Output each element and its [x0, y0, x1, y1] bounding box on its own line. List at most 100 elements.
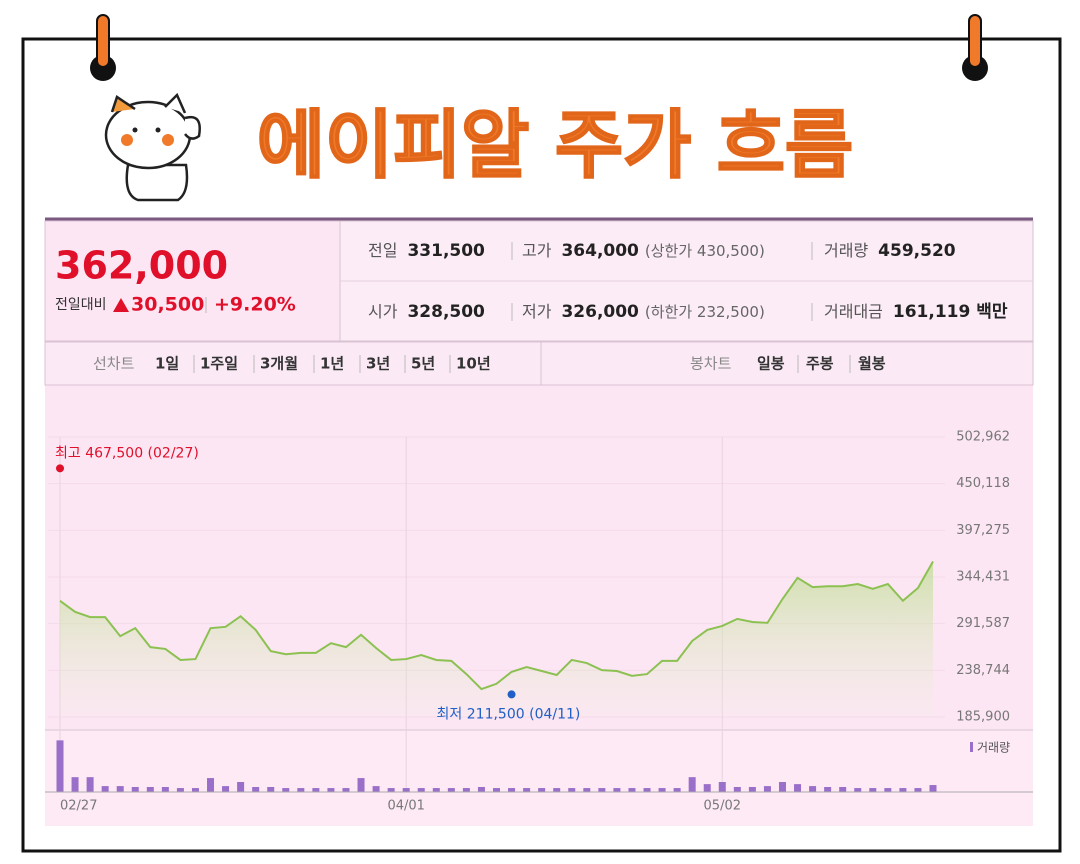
volume-bar — [794, 784, 802, 792]
volume-bar — [854, 788, 862, 792]
volume-bar — [899, 788, 907, 792]
volume-bar — [191, 788, 199, 792]
volume-bar — [538, 788, 546, 792]
info-value: 326,000 — [561, 302, 639, 322]
volume-bar — [357, 778, 365, 792]
y-tick-label: 185,900 — [956, 710, 1010, 725]
info-value: 161,119 백만 — [893, 302, 1008, 322]
volume-bar — [748, 787, 756, 792]
price: 362,000 — [55, 244, 228, 288]
change-pct: +9.20% — [214, 294, 296, 316]
volume-bar — [267, 787, 275, 792]
change: 30,500 — [131, 294, 204, 316]
candle-tab[interactable]: 일봉 — [757, 355, 785, 373]
volume-bar — [733, 787, 741, 792]
info-note: (하한가 232,500) — [645, 303, 765, 321]
info-label: 저가 — [522, 302, 552, 321]
y-tick-label: 344,431 — [956, 570, 1010, 585]
period-tab[interactable]: 1일 — [155, 355, 179, 373]
pin — [90, 14, 988, 81]
volume-bar — [462, 788, 470, 792]
volume-bar — [869, 788, 877, 792]
volume-bar — [146, 787, 154, 792]
volume-bar — [613, 788, 621, 792]
volume-bar — [222, 786, 230, 792]
price-area — [60, 561, 933, 717]
candle-tab[interactable]: 주봉 — [806, 355, 834, 373]
extreme-marker — [507, 690, 516, 699]
title: 에이피알 주가 흐름 — [257, 103, 853, 189]
legend-label: 거래량 — [977, 741, 1010, 755]
volume-bar — [583, 788, 591, 792]
volume-bar — [131, 787, 139, 792]
info-label: 거래량 — [824, 241, 868, 260]
volume-bar — [86, 777, 94, 792]
info-label: 고가 — [522, 241, 552, 260]
info-item: 거래량 459,520 — [824, 241, 956, 262]
volume-bar — [477, 787, 485, 792]
volume-bar — [116, 786, 124, 792]
volume-bar — [252, 787, 260, 792]
volume-bar — [297, 788, 305, 792]
y-tick-label: 397,275 — [956, 523, 1010, 538]
period-tab[interactable]: 10년 — [456, 355, 491, 373]
change-label: 전일대비 — [55, 297, 107, 313]
volume-bar — [703, 784, 711, 792]
volume-bar — [327, 788, 335, 792]
volume-bar — [56, 740, 64, 792]
volume-bar — [71, 777, 79, 792]
volume-bar — [207, 778, 215, 792]
y-tick-label: 238,744 — [956, 663, 1010, 678]
info-value: 459,520 — [878, 241, 956, 261]
volume-bar — [658, 788, 666, 792]
info-item: 시가 328,500 — [368, 302, 485, 323]
candle-tab[interactable]: 월봉 — [858, 355, 886, 373]
volume-bar — [342, 788, 350, 792]
volume-bar — [553, 788, 561, 792]
info-label: 거래대금 — [824, 302, 883, 321]
tab-bar — [44, 341, 1034, 386]
volume-bar — [523, 788, 531, 792]
period-tab[interactable]: 3개월 — [260, 355, 298, 373]
volume-bar — [673, 788, 681, 792]
price-line — [59, 560, 934, 691]
volume-bar — [839, 787, 847, 792]
volume-bar — [929, 785, 937, 792]
info-label: 전일 — [368, 241, 397, 260]
up-arrow — [113, 298, 129, 312]
info-item: 거래대금 161,119 백만 — [824, 302, 1008, 323]
volume-bar — [237, 782, 245, 792]
volume-bar — [778, 782, 786, 792]
y-tick-label: 450,118 — [956, 476, 1010, 491]
period-tab[interactable]: 5년 — [411, 355, 435, 373]
volume-bar — [493, 788, 500, 792]
volume-bar — [161, 787, 169, 792]
period-tab[interactable]: 3년 — [366, 355, 390, 373]
x-tick-label: 05/02 — [704, 799, 741, 814]
info-label: 시가 — [368, 302, 398, 321]
volume-bar — [101, 786, 109, 792]
info-note: (상한가 430,500) — [645, 242, 765, 260]
legend-swatch — [970, 742, 973, 752]
volume-bar — [914, 788, 922, 792]
volume-bar — [688, 777, 696, 792]
extreme-marker — [56, 464, 64, 473]
volume-bar — [372, 786, 380, 792]
volume-bar — [718, 782, 726, 792]
extreme-label: 최저 211,500 (04/11) — [437, 706, 581, 722]
volume-bar — [824, 787, 832, 792]
volume-bar — [598, 788, 606, 792]
volume-bar — [809, 786, 817, 792]
period-tab[interactable]: 1주일 — [200, 355, 238, 373]
extreme-label: 최고 467,500 (02/27) — [55, 445, 199, 461]
info-value: 331,500 — [407, 241, 485, 261]
volume-bar — [763, 786, 771, 792]
volume-bar — [884, 788, 892, 792]
period-tab[interactable]: 1년 — [320, 355, 344, 373]
volume-bar — [447, 788, 455, 792]
volume-bar — [282, 788, 290, 792]
volume-bar — [312, 788, 320, 792]
cat-mascot — [104, 92, 201, 202]
